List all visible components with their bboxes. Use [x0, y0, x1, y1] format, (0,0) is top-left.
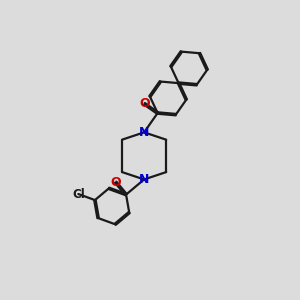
- Text: O: O: [139, 97, 150, 110]
- Text: N: N: [139, 126, 149, 139]
- Text: Cl: Cl: [72, 188, 85, 200]
- Text: N: N: [139, 173, 149, 186]
- Text: O: O: [110, 176, 121, 189]
